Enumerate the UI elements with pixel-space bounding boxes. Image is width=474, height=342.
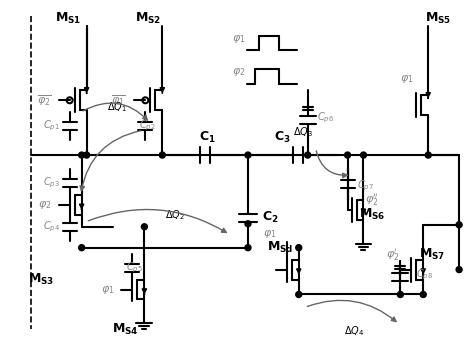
Circle shape bbox=[361, 152, 366, 158]
Circle shape bbox=[83, 152, 90, 158]
Text: $\mathbf{M_{S2}}$: $\mathbf{M_{S2}}$ bbox=[135, 11, 162, 26]
Circle shape bbox=[79, 245, 85, 251]
Circle shape bbox=[296, 245, 302, 251]
Text: $C_{p5}$: $C_{p5}$ bbox=[126, 260, 143, 275]
Text: $\mathbf{M_{S4}}$: $\mathbf{M_{S4}}$ bbox=[112, 322, 139, 337]
Circle shape bbox=[245, 245, 251, 251]
Text: $\mathbf{M_{S6}}$: $\mathbf{M_{S6}}$ bbox=[359, 207, 386, 222]
Circle shape bbox=[296, 291, 302, 298]
Text: $\overline{\varphi_1}$: $\overline{\varphi_1}$ bbox=[111, 93, 126, 108]
Circle shape bbox=[456, 267, 462, 273]
Text: $\mathbf{M_{S5}}$: $\mathbf{M_{S5}}$ bbox=[425, 11, 451, 26]
Text: $\varphi_2''$: $\varphi_2''$ bbox=[365, 192, 380, 208]
Circle shape bbox=[159, 152, 165, 158]
Circle shape bbox=[245, 152, 251, 158]
Text: $C_{p4}$: $C_{p4}$ bbox=[43, 220, 60, 234]
Text: $C_{p6}$: $C_{p6}$ bbox=[317, 111, 334, 126]
Text: $\varphi_1$: $\varphi_1$ bbox=[400, 74, 413, 86]
Text: $C_{p1}$: $C_{p1}$ bbox=[44, 119, 60, 133]
Text: $C_{p7}$: $C_{p7}$ bbox=[357, 179, 374, 193]
Text: $\Delta Q_2$: $\Delta Q_2$ bbox=[165, 208, 185, 222]
Text: $C_{p8}$: $C_{p8}$ bbox=[416, 267, 433, 282]
Text: $\mathbf{M_{Sd}}$: $\mathbf{M_{Sd}}$ bbox=[267, 240, 293, 255]
Circle shape bbox=[425, 152, 431, 158]
Text: $\mathbf{C_3}$: $\mathbf{C_3}$ bbox=[274, 130, 291, 145]
Circle shape bbox=[79, 152, 85, 158]
Text: $\varphi_2$: $\varphi_2$ bbox=[232, 66, 246, 78]
Circle shape bbox=[141, 224, 147, 230]
Circle shape bbox=[397, 291, 403, 298]
Text: $\mathbf{M_{S3}}$: $\mathbf{M_{S3}}$ bbox=[27, 272, 54, 287]
Text: $\Delta Q_3$: $\Delta Q_3$ bbox=[292, 125, 313, 139]
Text: $\varphi_1$: $\varphi_1$ bbox=[263, 228, 277, 240]
Circle shape bbox=[456, 222, 462, 228]
Circle shape bbox=[345, 152, 351, 158]
Text: $\Delta Q_4$: $\Delta Q_4$ bbox=[345, 325, 365, 338]
Text: $\varphi_2'$: $\varphi_2'$ bbox=[386, 247, 399, 263]
Text: $\mathbf{M_{S7}}$: $\mathbf{M_{S7}}$ bbox=[419, 247, 446, 262]
Text: $\mathbf{C_2}$: $\mathbf{C_2}$ bbox=[262, 210, 278, 225]
Text: $\Delta Q_1$: $\Delta Q_1$ bbox=[107, 100, 127, 114]
Text: $\mathbf{M_{S1}}$: $\mathbf{M_{S1}}$ bbox=[55, 11, 81, 26]
Text: $\varphi_2$: $\varphi_2$ bbox=[38, 199, 52, 211]
Text: $\varphi_1$: $\varphi_1$ bbox=[101, 284, 114, 295]
Circle shape bbox=[420, 291, 426, 298]
Text: $\varphi_1$: $\varphi_1$ bbox=[232, 32, 246, 44]
Text: $C_{p3}$: $C_{p3}$ bbox=[43, 176, 60, 190]
Text: $\mathbf{C_1}$: $\mathbf{C_1}$ bbox=[199, 130, 216, 145]
Circle shape bbox=[245, 221, 251, 227]
Text: $\overline{\varphi_2}$: $\overline{\varphi_2}$ bbox=[37, 93, 52, 108]
Text: $C_{p2}$: $C_{p2}$ bbox=[139, 119, 156, 133]
Circle shape bbox=[305, 152, 310, 158]
